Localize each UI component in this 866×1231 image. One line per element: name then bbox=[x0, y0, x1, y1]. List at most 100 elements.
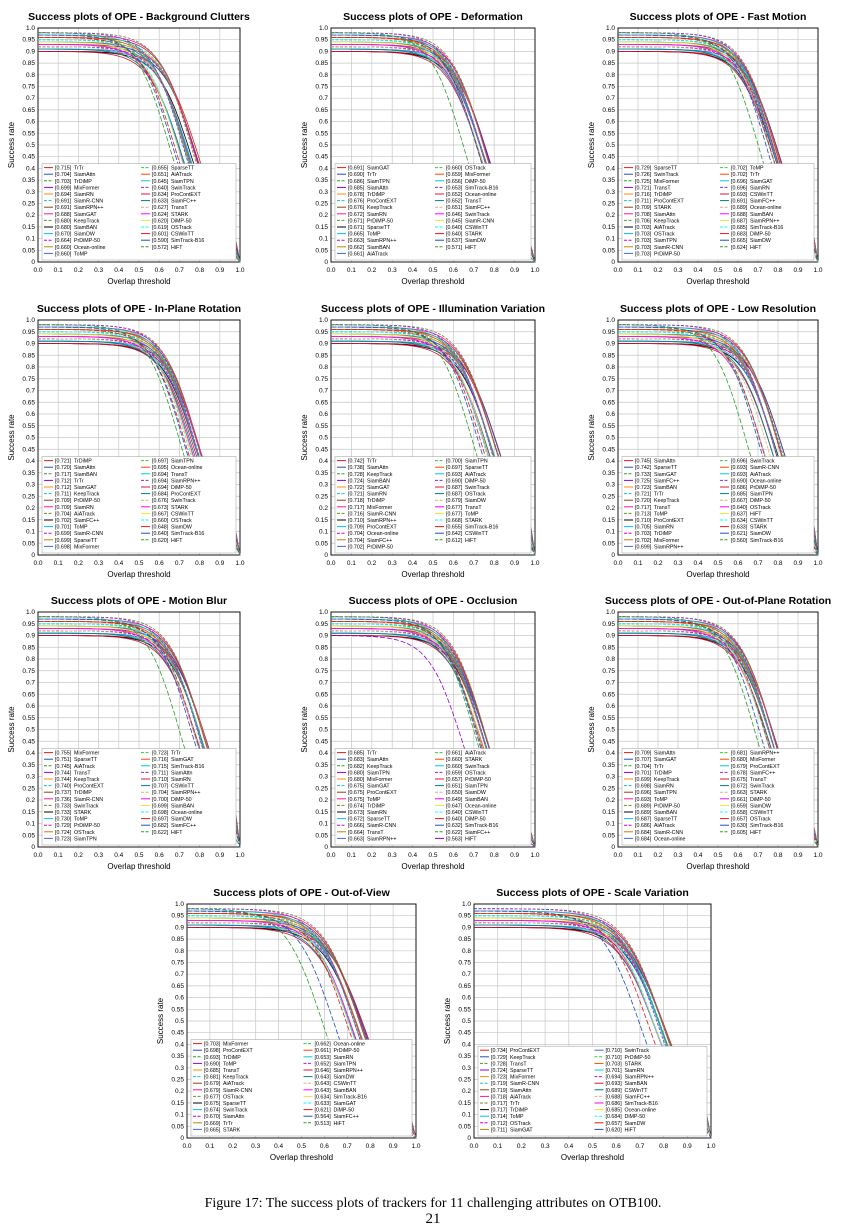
legend-score: [0.711] bbox=[491, 1127, 507, 1133]
legend-label: SiamGAT bbox=[510, 1127, 533, 1133]
y-tick-label: 0.35 bbox=[602, 762, 615, 769]
y-tick-label: 0.6 bbox=[606, 119, 615, 126]
legend-score: [0.709] bbox=[348, 525, 365, 531]
legend-label: SiamGAT bbox=[654, 757, 677, 763]
legend-score: [0.634] bbox=[152, 192, 169, 198]
x-tick-label: 1.0 bbox=[813, 852, 822, 859]
legend-label: ProContEXT bbox=[654, 518, 684, 524]
y-tick-label: 0.35 bbox=[22, 177, 35, 184]
y-tick-label: 0.7 bbox=[26, 388, 35, 395]
chart-panel-5: Success plots of OPE - Illumination Vari… bbox=[300, 303, 545, 579]
legend-label: SimTrack-B16 bbox=[465, 823, 498, 829]
y-tick-label: 0.7 bbox=[319, 388, 328, 395]
y-tick-label: 0.9 bbox=[26, 48, 35, 55]
legend-score: [0.687] bbox=[446, 485, 463, 491]
y-tick-label: 0.45 bbox=[315, 446, 328, 453]
legend-score: [0.605] bbox=[731, 830, 748, 836]
legend-label: KeepTrack bbox=[367, 205, 393, 211]
legend-label: TrDiMP bbox=[367, 498, 385, 504]
legend-score: [0.685] bbox=[348, 751, 365, 757]
legend-label: STARK bbox=[465, 518, 483, 524]
y-tick-label: 1.0 bbox=[26, 317, 35, 324]
x-tick-label: 0.2 bbox=[653, 852, 662, 859]
legend-label: KeepTrack bbox=[74, 492, 100, 498]
legend-label: SwinTrack bbox=[465, 485, 490, 491]
x-tick-label: 0.8 bbox=[773, 560, 782, 567]
x-tick-label: 0.6 bbox=[612, 1143, 621, 1150]
y-tick-label: 0.15 bbox=[22, 809, 35, 816]
y-tick-label: 0.1 bbox=[26, 821, 35, 828]
legend-box bbox=[334, 456, 532, 554]
legend-label: SiamTPN bbox=[465, 784, 488, 790]
x-tick-label: 1.0 bbox=[235, 267, 244, 274]
y-tick-label: 0.15 bbox=[458, 1100, 471, 1107]
x-tick-label: 0.6 bbox=[155, 560, 164, 567]
legend-label: TrDiMP bbox=[367, 192, 385, 198]
legend-score: [0.718] bbox=[491, 1094, 508, 1100]
legend-label: ToMP bbox=[367, 232, 381, 238]
legend-score: [0.685] bbox=[731, 225, 748, 231]
y-tick-label: 0.4 bbox=[26, 458, 35, 465]
legend-label: SiamDW bbox=[74, 232, 95, 238]
legend-label: TrDiMP bbox=[367, 803, 385, 809]
y-tick-label: 0.8 bbox=[319, 656, 328, 663]
legend-label: ProContEXT bbox=[510, 1048, 540, 1054]
y-tick-label: 0 bbox=[611, 552, 615, 559]
legend-score: [0.612] bbox=[446, 538, 463, 544]
x-tick-label: 0.1 bbox=[347, 852, 356, 859]
legend-score: [0.742] bbox=[348, 459, 365, 465]
legend-score: [0.687] bbox=[635, 817, 652, 823]
legend-label: TransT bbox=[465, 199, 482, 205]
x-tick-label: 0.6 bbox=[449, 852, 458, 859]
y-tick-label: 0.25 bbox=[458, 1077, 471, 1084]
legend-label: SiamDW bbox=[465, 498, 486, 504]
legend-score: [0.704] bbox=[348, 538, 365, 544]
legend-label: SparseTT bbox=[654, 465, 678, 471]
y-tick-label: 0.6 bbox=[319, 119, 328, 126]
plot-frame bbox=[617, 27, 819, 263]
legend-label: SiamBAN bbox=[654, 485, 677, 491]
legend-label: CSWinTT bbox=[171, 232, 195, 238]
x-tick-label: 1.0 bbox=[235, 852, 244, 859]
legend-score: [0.564] bbox=[315, 1114, 332, 1120]
x-tick-label: 0.3 bbox=[673, 267, 682, 274]
x-tick-label: 0.0 bbox=[326, 852, 335, 859]
y-tick-label: 0 bbox=[324, 259, 328, 266]
legend-score: [0.726] bbox=[635, 172, 652, 178]
y-tick-label: 0.25 bbox=[602, 493, 615, 500]
y-tick-label: 0.05 bbox=[602, 247, 615, 254]
legend-score: [0.640] bbox=[446, 810, 463, 816]
legend-label: SiamAttn bbox=[223, 1114, 245, 1120]
y-tick-label: 0.1 bbox=[462, 1112, 471, 1119]
legend-score: [0.662] bbox=[348, 245, 365, 251]
series-line bbox=[331, 324, 536, 556]
legend-score: [0.699] bbox=[635, 544, 652, 550]
legend-label: SiamR-CNN bbox=[74, 797, 103, 803]
legend-score: [0.682] bbox=[348, 764, 365, 770]
legend-score: [0.670] bbox=[55, 232, 72, 238]
legend-label: STARK bbox=[750, 525, 768, 531]
legend-score: [0.714] bbox=[491, 1114, 508, 1120]
y-tick-label: 0.05 bbox=[22, 540, 35, 547]
legend-label: SwinTrack bbox=[171, 498, 196, 504]
y-tick-label: 1.0 bbox=[462, 901, 471, 908]
x-tick-label: 0.0 bbox=[613, 852, 622, 859]
y-tick-label: 0.85 bbox=[22, 352, 35, 359]
x-axis-label: Overlap threshold bbox=[107, 862, 170, 871]
legend-label: SiamR-CNN bbox=[465, 218, 494, 224]
y-tick-label: 0.5 bbox=[606, 727, 615, 734]
y-tick-label: 0.05 bbox=[315, 832, 328, 839]
y-tick-label: 0.85 bbox=[602, 644, 615, 651]
y-tick-label: 0.35 bbox=[22, 762, 35, 769]
y-tick-label: 0.1 bbox=[26, 236, 35, 243]
legend-box bbox=[621, 456, 815, 554]
legend-score: [0.733] bbox=[635, 472, 652, 478]
legend-score: [0.649] bbox=[446, 797, 463, 803]
legend-label: DiMP-50 bbox=[465, 179, 486, 185]
legend-score: [0.698] bbox=[204, 1048, 221, 1054]
legend-score: [0.689] bbox=[731, 205, 748, 211]
y-tick-label: 0.25 bbox=[315, 201, 328, 208]
legend-label: SiamTPN bbox=[465, 459, 488, 465]
x-tick-label: 0.4 bbox=[693, 560, 702, 567]
legend-score: [0.658] bbox=[731, 810, 748, 816]
